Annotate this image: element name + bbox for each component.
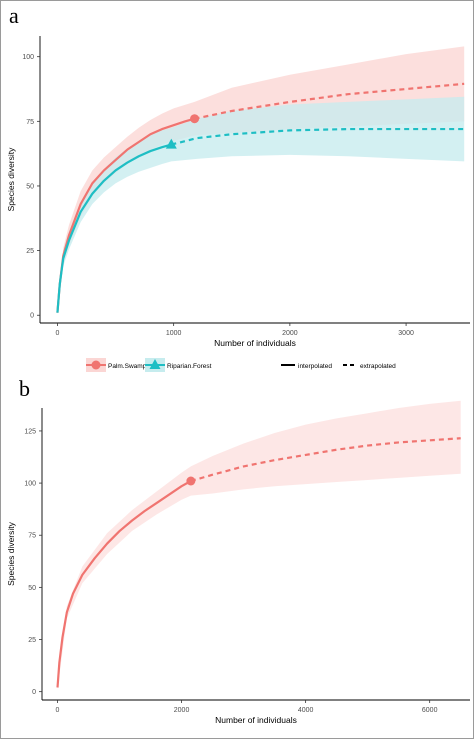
y-tick-label: 0 (30, 313, 34, 320)
y-tick-label: 75 (28, 533, 36, 540)
y-tick-label: 100 (22, 54, 34, 61)
y-tick-label: 100 (24, 481, 36, 488)
observed-point-0 (190, 114, 200, 124)
interpolated-line-1 (56, 143, 172, 313)
extrapolated-line-0 (190, 437, 461, 483)
legend-label-0: Palm.Swamp (108, 363, 147, 370)
y-axis-title: Species diversity (6, 521, 16, 586)
confidence-band-0 (57, 400, 461, 690)
x-tick-label: 2000 (282, 330, 298, 337)
y-tick-label: 50 (28, 585, 36, 592)
y-tick-label: 50 (26, 183, 34, 190)
x-tick-label: 3000 (398, 330, 414, 337)
y-tick-label: 0 (32, 689, 36, 696)
legend-extrapolated-label: extrapolated (360, 363, 396, 370)
legend-marker-1 (149, 359, 161, 369)
x-tick-label: 0 (56, 707, 60, 714)
x-tick-label: 6000 (422, 707, 438, 714)
x-tick-label: 2000 (174, 707, 190, 714)
panel-label-a: a (9, 3, 19, 28)
observed-point-1 (165, 138, 177, 149)
panel-label-b: b (19, 376, 30, 401)
y-axis-title: Species diversity (6, 147, 16, 212)
legend-marker-0 (91, 360, 101, 370)
legend-interpolated-label: interpolated (298, 363, 332, 370)
x-tick-label: 1000 (166, 330, 182, 337)
legend-label-1: Riparian.Forest (167, 363, 212, 370)
x-tick-label: 4000 (298, 707, 314, 714)
y-tick-label: 25 (28, 637, 36, 644)
extrapolated-line-0 (194, 82, 465, 120)
y-tick-label: 75 (26, 119, 34, 126)
y-tick-label: 25 (26, 248, 34, 255)
observed-point-0 (186, 476, 196, 486)
interpolated-line-0 (56, 480, 192, 688)
x-tick-label: 0 (55, 330, 59, 337)
legend: Palm.Swamp Riparian.Forest interpolated ext… (86, 358, 396, 372)
confidence-band-1 (57, 96, 465, 314)
x-axis-title: Number of individuals (214, 338, 296, 348)
extrapolated-line-1 (171, 127, 465, 146)
chart-panel-b: 0 25 50 75 100 125 0 2000 4000 6000 Number of indi… (6, 400, 470, 725)
y-tick-label: 125 (24, 428, 36, 435)
x-axis-title: Number of individuals (215, 715, 297, 725)
